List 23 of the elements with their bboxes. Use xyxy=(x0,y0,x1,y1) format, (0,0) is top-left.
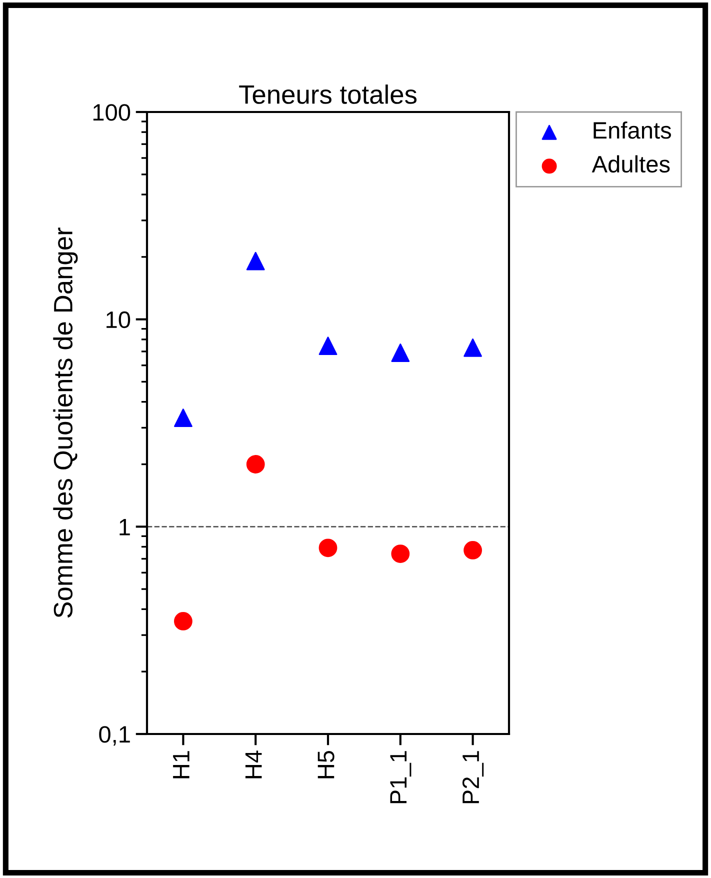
legend-label: Enfants xyxy=(594,121,672,139)
y-axis-title: Somme des Quotients de Danger xyxy=(53,228,78,618)
point xyxy=(174,612,192,630)
y-tick-label: 0,1 xyxy=(99,726,130,746)
point xyxy=(391,344,410,362)
x-tick-label: H5 xyxy=(318,750,334,778)
x-tick-label: H4 xyxy=(245,750,262,778)
point xyxy=(391,544,410,563)
point xyxy=(174,408,192,428)
y-tick-label: 100 xyxy=(93,104,130,121)
legend-label: Adultes xyxy=(592,155,670,173)
x-tick-label: P1_1 xyxy=(390,751,412,804)
point xyxy=(464,541,482,560)
y-tick-label: 1 xyxy=(120,518,130,536)
point xyxy=(318,336,338,356)
y-tick-label: 10 xyxy=(106,311,130,328)
chart-title: Teneurs totales xyxy=(239,84,417,104)
point xyxy=(246,455,265,474)
point xyxy=(318,538,338,558)
point xyxy=(246,252,265,270)
x-tick-label: H1 xyxy=(173,751,190,778)
point xyxy=(464,338,482,357)
x-tick-label: P2_1 xyxy=(462,751,484,804)
